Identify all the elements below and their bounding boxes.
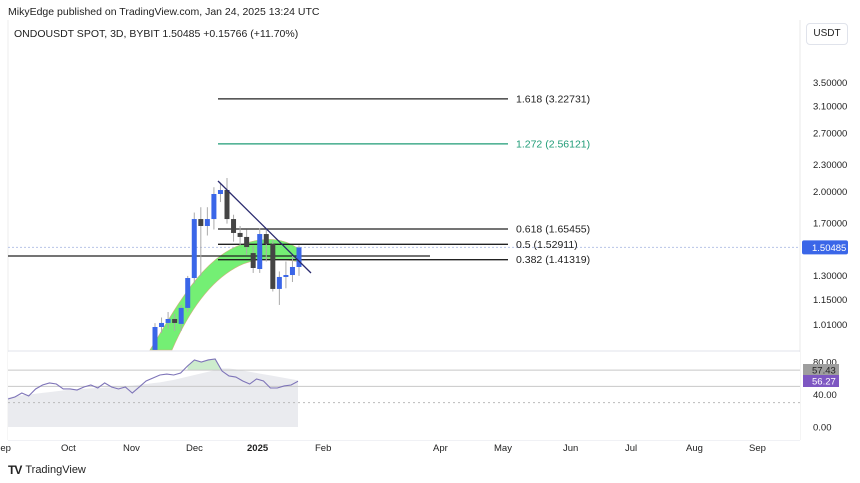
candle-body [296,247,302,267]
candle-body [224,190,230,220]
rsi-ma-area [8,368,298,427]
candle-body [231,219,237,233]
time-tick: Nov [123,443,140,454]
symbol-info: ONDOUSDT SPOT, 3D, BYBIT 1.50485 +0.1576… [14,28,299,40]
time-tick: Dec [186,443,203,454]
time-tick: Oct [61,443,76,454]
price-tick: 1.15000 [813,295,847,306]
candle-body [257,234,263,270]
candle-body [276,276,282,289]
candle-body [237,232,243,237]
price-tick: 2.30000 [813,160,847,171]
candle-body [204,219,210,226]
candle-body [217,190,223,195]
rsi-tick: 40.00 [813,390,837,401]
candle-body [289,266,295,276]
fib-level-label: 0.5 (1.52911) [516,239,578,251]
last-price-label: 1.50485 [812,243,846,254]
candle-body [172,318,178,323]
candle-body [211,194,217,220]
candle-body [178,307,184,324]
candle-body [152,327,158,350]
brand-name: TradingView [25,464,86,476]
time-tick: Jul [625,443,637,454]
candle-body [263,234,269,244]
rsi-value-badge [803,375,839,387]
time-tick: Sep [749,443,766,454]
time-tick: Feb [315,443,331,454]
candle-body [244,236,250,248]
published-caption: MikyEdge published on TradingView.com, J… [8,6,320,18]
time-tick: May [494,443,512,454]
time-tick: Aug [686,443,703,454]
price-tick: 3.50000 [813,78,847,89]
last-price-badge [802,240,848,255]
price-tick: 2.00000 [813,187,847,198]
time-tick: 2025 [247,443,269,454]
rsi-value: 56.27 [812,377,836,388]
fib-level-label: 0.382 (1.41319) [516,254,590,266]
fib-level-label: 1.272 (2.56121) [516,138,590,150]
fib-level-label: 1.618 (3.22731) [516,93,590,105]
candle-body [159,322,165,327]
candle-body [191,219,197,279]
candle-body [165,318,171,323]
time-tick: Jun [563,443,578,454]
price-tick: 1.30000 [813,271,847,282]
candle-body [198,219,204,226]
tradingview-logo-icon: TV [8,463,22,477]
price-tick: 3.10000 [813,102,847,113]
rsi-ma-value: 57.43 [812,366,836,377]
time-tick: Sep [0,443,11,454]
candle-body [270,243,276,289]
time-tick: Apr [433,443,448,454]
candle-body [185,278,191,308]
rsi-ma-badge [803,364,839,376]
rsi-tick: 0.00 [813,423,832,434]
rsi-overbought-fill [187,358,223,371]
price-tick: 1.01000 [813,320,847,331]
currency-button[interactable]: USDT [806,23,848,45]
tradingview-logo: TV TradingView [8,463,86,477]
candle-body [250,253,256,268]
rsi-line [7,358,299,400]
price-tick: 2.70000 [813,129,847,140]
fib-level-label: 0.618 (1.65455) [516,223,590,235]
candle-body [283,275,289,277]
trendline [217,180,312,274]
price-tick: 1.70000 [813,219,847,230]
rsi-tick: 80.00 [813,358,837,369]
